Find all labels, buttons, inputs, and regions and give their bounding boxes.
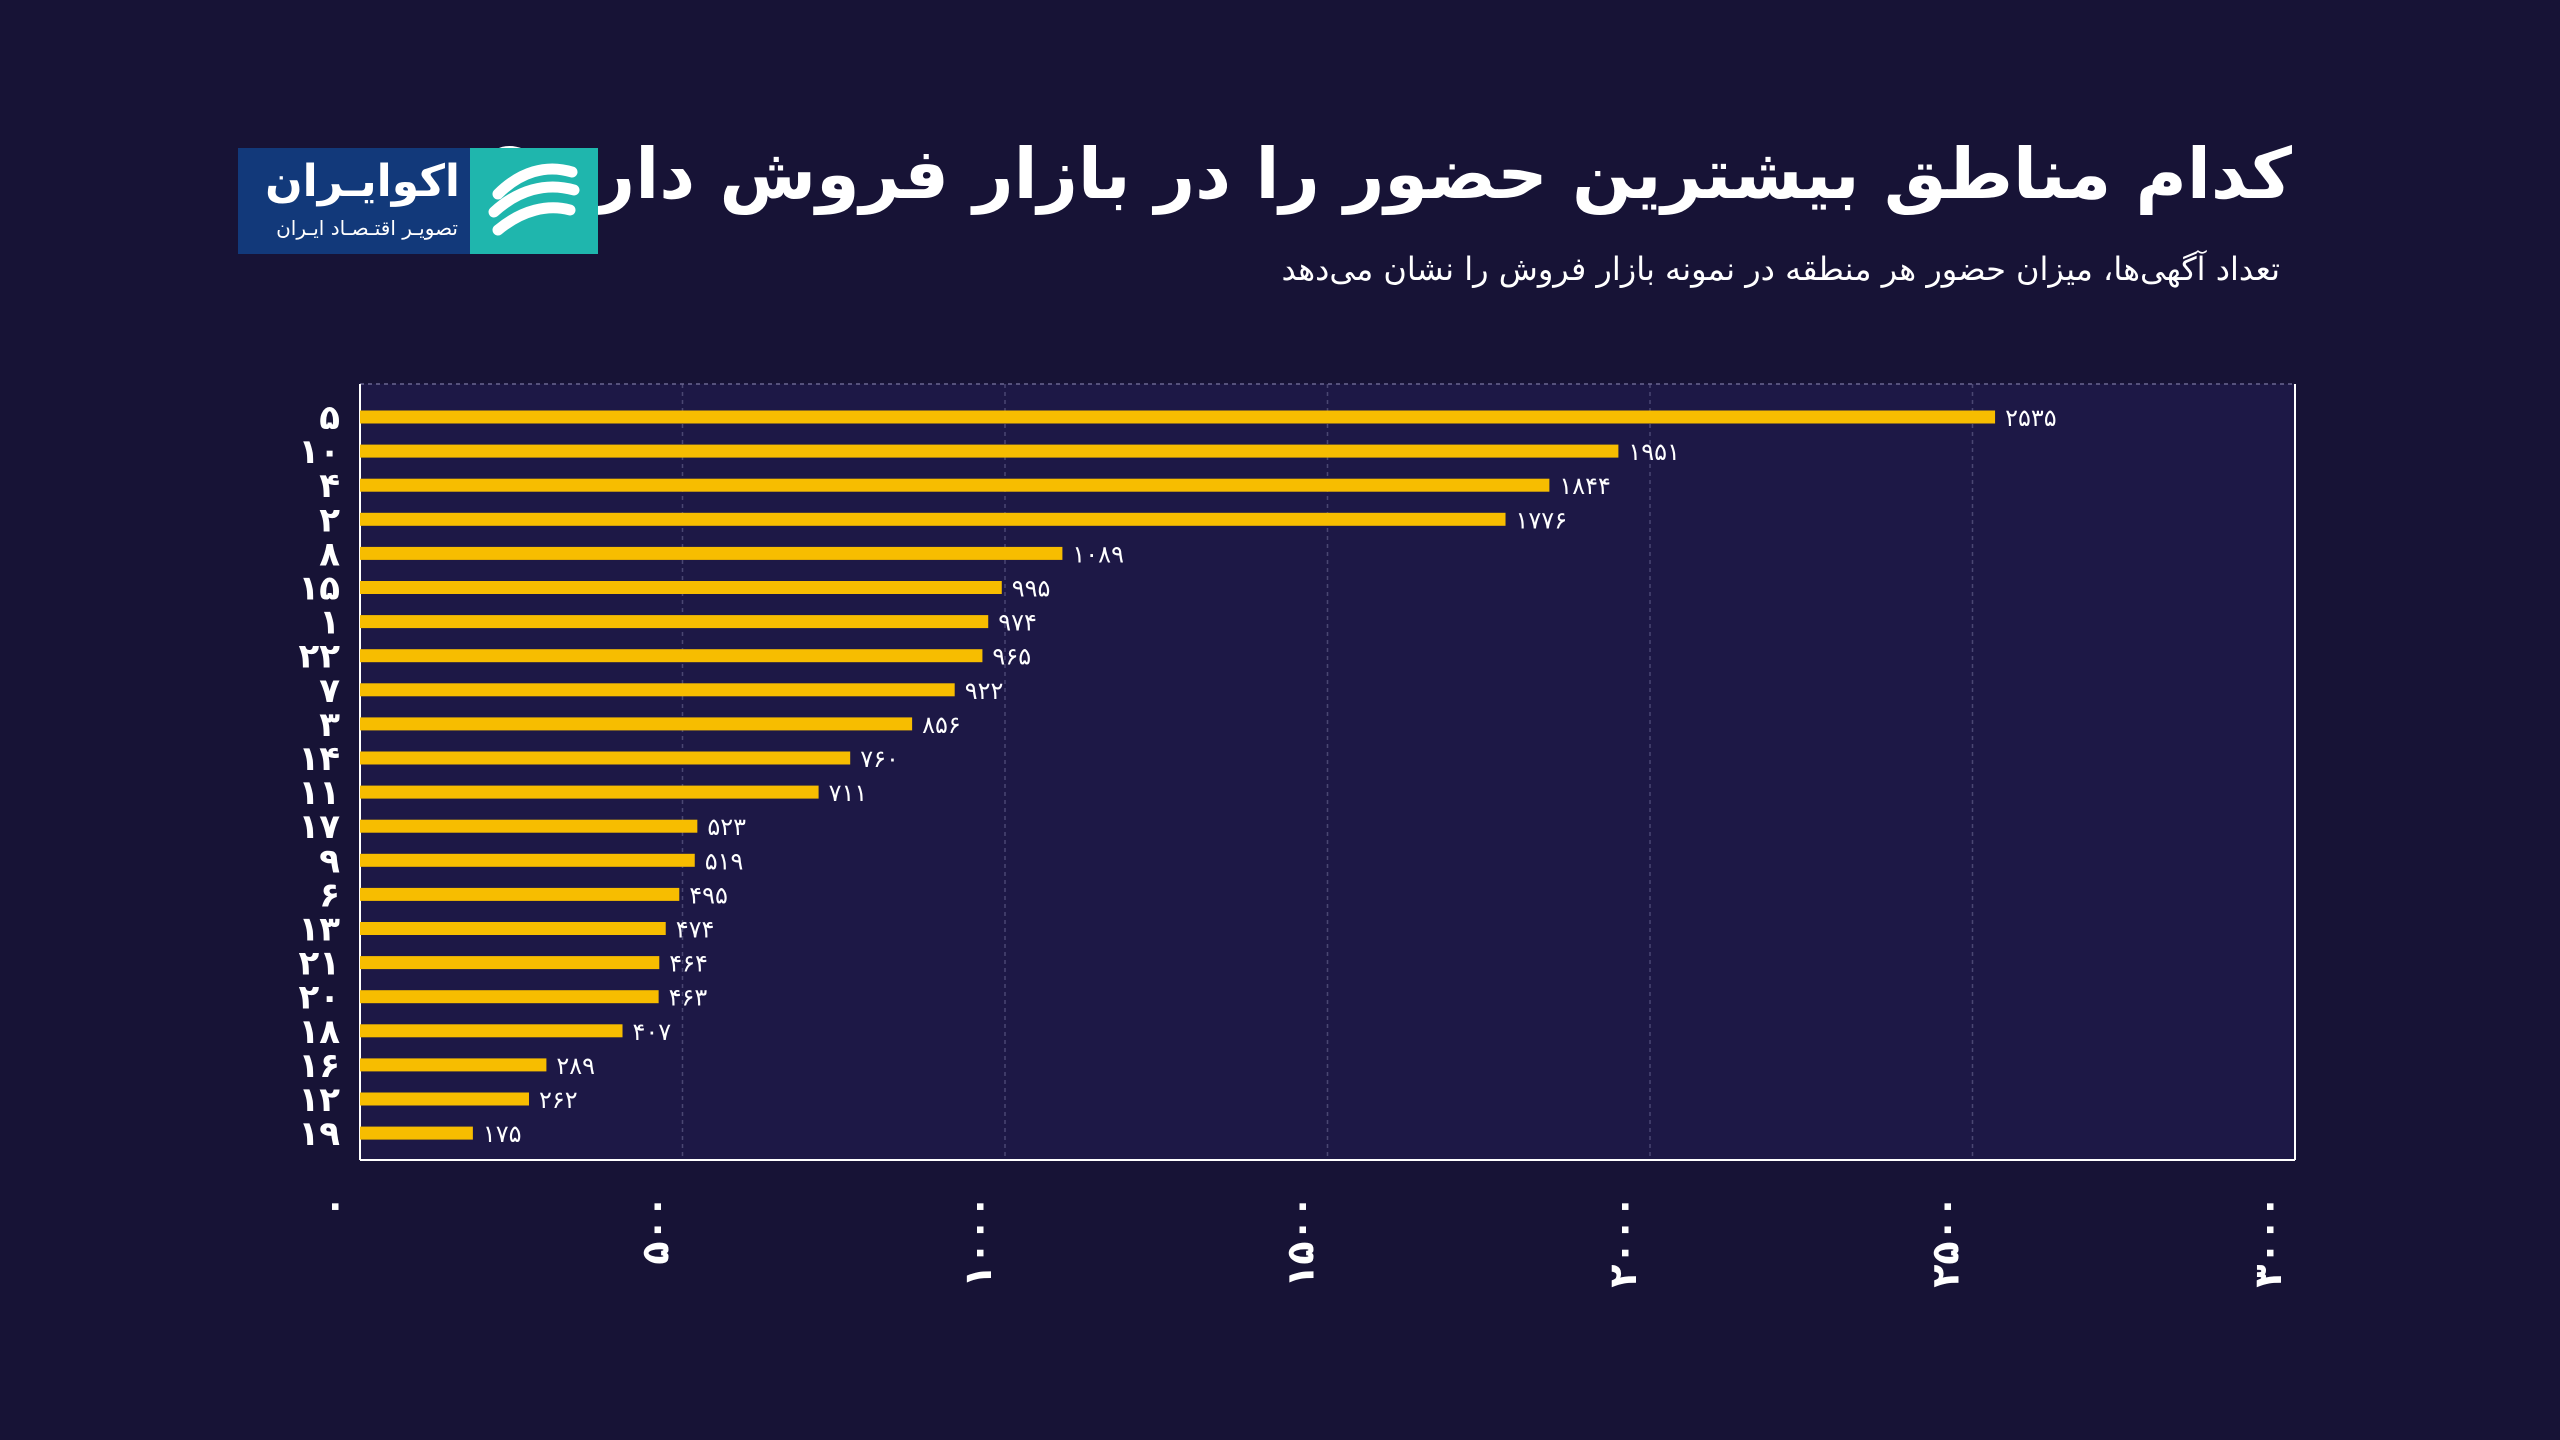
category-label: ۱۰ — [298, 432, 340, 472]
data-label: ۴۹۵ — [689, 881, 728, 909]
data-label: ۱۰۸۹ — [1072, 540, 1124, 568]
data-label: ۹۹۵ — [1012, 575, 1051, 603]
data-label: ۲۸۹ — [556, 1052, 595, 1080]
category-label: ۲۰ — [298, 978, 340, 1018]
x-tick-label: ۰ — [311, 1195, 355, 1218]
data-label: ۹۲۲ — [965, 677, 1004, 705]
bar — [360, 853, 695, 867]
bar — [360, 512, 1506, 526]
category-label: ۶ — [319, 875, 340, 915]
bar — [360, 478, 1550, 492]
data-label: ۹۷۴ — [998, 609, 1037, 637]
logo-name: اکوایـران — [265, 156, 460, 207]
category-label: ۱۳ — [298, 910, 340, 950]
bar — [360, 546, 1063, 560]
data-label: ۷۶۰ — [860, 745, 899, 773]
bar — [360, 922, 666, 935]
category-label: ۹ — [319, 841, 340, 881]
data-label: ۲۵۳۵ — [2005, 404, 2057, 432]
logo-text-block: اکوایـران تصویـر اقتـصـاد ایـران — [238, 148, 470, 254]
brand-logo: اکوایـران تصویـر اقتـصـاد ایـران — [238, 148, 598, 254]
data-label: ۷۱۱ — [829, 779, 868, 807]
data-label: ۴۷۴ — [676, 916, 715, 944]
x-tick-label: ۱۰۰۰ — [956, 1195, 1000, 1288]
data-label: ۸۵۶ — [922, 711, 961, 739]
category-label: ۲ — [319, 500, 340, 540]
bar — [360, 410, 1996, 424]
bar — [360, 751, 851, 765]
bar — [360, 990, 659, 1004]
data-label: ۱۷۵ — [483, 1120, 522, 1148]
category-label: ۷ — [319, 671, 340, 711]
bar — [360, 1126, 473, 1140]
category-label: ۱۱ — [298, 773, 340, 813]
bar — [360, 615, 989, 629]
bar — [360, 819, 698, 833]
x-tick-label: ۲۰۰۰ — [1601, 1195, 1645, 1288]
bar — [360, 683, 955, 697]
category-label: ۱۷ — [298, 807, 340, 847]
category-label: ۸ — [319, 534, 340, 574]
category-label: ۲۲ — [298, 637, 340, 677]
bar — [360, 785, 819, 799]
data-label: ۴۶۳ — [669, 984, 708, 1012]
ecoiran-logo-mark-icon — [470, 148, 598, 254]
bar — [360, 649, 983, 663]
x-tick-label: ۳۰۰۰ — [2246, 1195, 2290, 1288]
category-label: ۱۲ — [298, 1080, 340, 1120]
category-label: ۴ — [319, 466, 340, 506]
x-tick-label: ۵۰۰ — [634, 1195, 678, 1265]
logo-tagline: تصویـر اقتـصـاد ایـران — [276, 216, 458, 240]
data-label: ۵۲۳ — [707, 813, 746, 841]
data-label: ۱۷۷۶ — [1516, 506, 1568, 534]
data-label: ۵۱۹ — [705, 847, 744, 875]
data-label: ۴۰۷ — [633, 1018, 672, 1046]
category-label: ۱۹ — [298, 1114, 340, 1154]
category-label: ۱۵ — [298, 569, 340, 609]
category-label: ۳ — [319, 705, 340, 745]
bar — [360, 581, 1002, 594]
bar — [360, 1024, 623, 1038]
bar — [360, 717, 913, 731]
chart-subtitle: تعداد آگهی‌ها، میزان حضور هر منطقه در نم… — [1281, 250, 2280, 288]
category-label: ۱۶ — [298, 1046, 340, 1086]
data-label: ۲۶۲ — [539, 1086, 578, 1114]
category-label: ۱۸ — [298, 1012, 340, 1052]
data-label: ۹۶۵ — [992, 643, 1031, 671]
x-tick-label: ۲۵۰۰ — [1924, 1195, 1968, 1288]
bar — [360, 887, 680, 901]
bar — [360, 956, 660, 970]
category-label: ۵ — [319, 398, 340, 438]
data-label: ۱۸۴۴ — [1559, 472, 1611, 500]
category-label: ۱۴ — [298, 739, 340, 779]
data-label: ۱۹۵۱ — [1628, 438, 1680, 466]
category-label: ۱ — [319, 603, 340, 643]
chart-title: کدام مناطق بیشترین حضور را در بازار فروش… — [487, 133, 2292, 215]
bar — [360, 1058, 547, 1072]
category-label: ۲۱ — [298, 944, 340, 984]
bar — [360, 1092, 529, 1106]
x-tick-label: ۱۵۰۰ — [1279, 1195, 1323, 1288]
data-label: ۴۶۴ — [669, 950, 708, 978]
bar — [360, 444, 1619, 458]
